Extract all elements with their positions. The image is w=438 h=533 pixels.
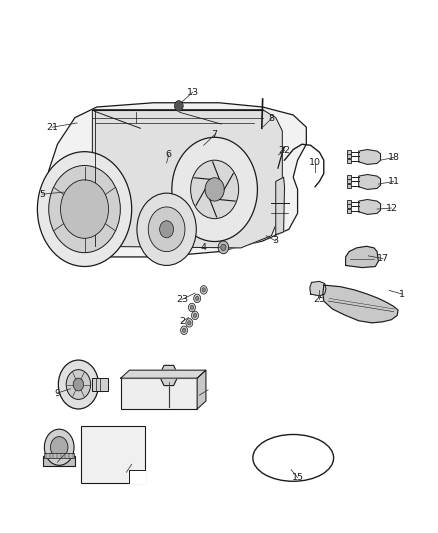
- Circle shape: [137, 193, 196, 265]
- FancyBboxPatch shape: [347, 159, 351, 164]
- FancyBboxPatch shape: [347, 179, 351, 183]
- Text: 9: 9: [54, 389, 60, 398]
- Circle shape: [190, 305, 194, 310]
- Polygon shape: [346, 246, 378, 268]
- Circle shape: [148, 207, 185, 252]
- Text: 24: 24: [120, 468, 132, 477]
- Polygon shape: [359, 150, 381, 165]
- Text: 12: 12: [385, 204, 397, 213]
- Circle shape: [66, 369, 91, 399]
- FancyBboxPatch shape: [347, 199, 351, 204]
- Text: 17: 17: [377, 254, 389, 263]
- Circle shape: [50, 437, 68, 458]
- Text: 10: 10: [309, 158, 321, 167]
- Circle shape: [37, 152, 132, 266]
- FancyBboxPatch shape: [347, 150, 351, 154]
- FancyBboxPatch shape: [44, 453, 74, 458]
- FancyBboxPatch shape: [347, 209, 351, 213]
- Circle shape: [60, 180, 109, 238]
- FancyBboxPatch shape: [347, 184, 351, 188]
- Text: 8: 8: [268, 114, 274, 123]
- Text: 11: 11: [388, 177, 399, 186]
- Text: 19: 19: [193, 391, 205, 400]
- Polygon shape: [323, 285, 398, 323]
- Text: 2: 2: [179, 317, 185, 326]
- Text: 25: 25: [314, 295, 325, 304]
- Circle shape: [187, 321, 191, 325]
- Text: 5: 5: [39, 190, 45, 199]
- Polygon shape: [359, 174, 381, 189]
- Circle shape: [186, 319, 193, 327]
- Circle shape: [200, 286, 207, 294]
- Text: 4: 4: [201, 243, 207, 252]
- Polygon shape: [44, 103, 306, 257]
- FancyBboxPatch shape: [347, 174, 351, 179]
- Polygon shape: [276, 177, 285, 235]
- Polygon shape: [92, 110, 283, 248]
- Text: 7: 7: [212, 130, 218, 139]
- Circle shape: [49, 165, 120, 253]
- Polygon shape: [310, 281, 326, 296]
- Circle shape: [194, 294, 201, 303]
- Circle shape: [73, 378, 84, 391]
- FancyBboxPatch shape: [347, 154, 351, 158]
- Polygon shape: [197, 370, 206, 409]
- Circle shape: [159, 221, 173, 238]
- FancyBboxPatch shape: [347, 204, 351, 208]
- Text: 1: 1: [399, 289, 406, 298]
- Circle shape: [44, 429, 74, 465]
- Circle shape: [191, 311, 198, 320]
- Text: 6: 6: [166, 150, 172, 159]
- Circle shape: [195, 296, 199, 301]
- FancyBboxPatch shape: [81, 426, 145, 483]
- Circle shape: [182, 328, 186, 333]
- Polygon shape: [130, 470, 145, 483]
- Text: 20: 20: [51, 458, 64, 466]
- Text: 18: 18: [388, 153, 399, 162]
- Text: 13: 13: [187, 87, 199, 96]
- Circle shape: [202, 288, 205, 292]
- Circle shape: [205, 177, 224, 201]
- Circle shape: [218, 241, 229, 254]
- Circle shape: [172, 138, 258, 241]
- Circle shape: [174, 101, 183, 111]
- Text: 14: 14: [163, 387, 175, 397]
- Circle shape: [221, 244, 226, 251]
- FancyBboxPatch shape: [43, 456, 75, 466]
- Circle shape: [188, 303, 195, 312]
- Text: 21: 21: [46, 123, 58, 132]
- FancyBboxPatch shape: [92, 378, 108, 391]
- Circle shape: [191, 160, 239, 219]
- Text: 22: 22: [279, 146, 290, 155]
- Polygon shape: [121, 370, 206, 378]
- Circle shape: [58, 360, 99, 409]
- Polygon shape: [359, 199, 381, 214]
- Text: 15: 15: [292, 473, 304, 482]
- Circle shape: [180, 326, 187, 335]
- Text: 3: 3: [273, 237, 279, 246]
- Circle shape: [193, 313, 197, 318]
- FancyBboxPatch shape: [121, 378, 197, 409]
- Text: 23: 23: [176, 295, 188, 304]
